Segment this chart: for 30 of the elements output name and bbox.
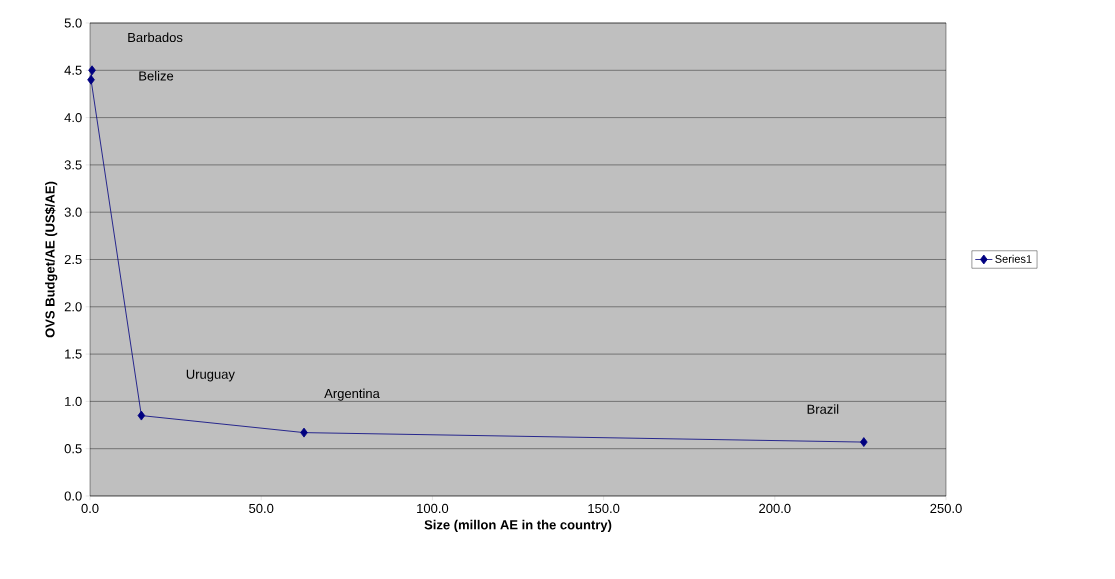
- point: [88, 65, 96, 76]
- point: [87, 74, 95, 85]
- point: [300, 427, 308, 438]
- annotation: Barbados: [128, 32, 183, 43]
- y-tick-label: 4.0: [64, 112, 82, 123]
- legend-label: Series1: [995, 254, 1032, 263]
- y-tick-label: 5.0: [64, 18, 82, 28]
- y-tick-label: 2.5: [64, 254, 82, 265]
- y-tick-label: 3.5: [64, 160, 82, 170]
- annotation: Uruguay: [186, 369, 235, 382]
- y-tick-label: 3.0: [64, 207, 82, 217]
- x-axis-title: Size (millon AE in the country): [424, 519, 612, 532]
- annotation: Brazil: [807, 404, 839, 414]
- y-axis-title: OVS Budget/AE (US$/AE): [44, 181, 58, 338]
- x-tick-label: 0.0: [81, 503, 99, 513]
- x-tick-label: 150.0: [588, 503, 620, 513]
- x-tick-label: 200.0: [759, 503, 791, 513]
- point: [137, 410, 146, 421]
- y-tick-label: 0.5: [64, 444, 82, 454]
- annotation: Belize: [139, 70, 174, 81]
- y-tick-label: 1.0: [65, 396, 82, 406]
- y-tick-label: 1.5: [65, 349, 82, 359]
- y-tick-label: 2.0: [64, 302, 82, 312]
- y-tick-label: 4.5: [64, 65, 82, 75]
- point: [860, 437, 868, 447]
- x-tick-label: 50.0: [249, 503, 274, 513]
- annotation: Argentina: [324, 388, 380, 401]
- y-tick-label: 0.0: [64, 491, 82, 501]
- x-tick-label: 250.0: [930, 503, 962, 513]
- x-tick-label: 100.0: [417, 503, 449, 513]
